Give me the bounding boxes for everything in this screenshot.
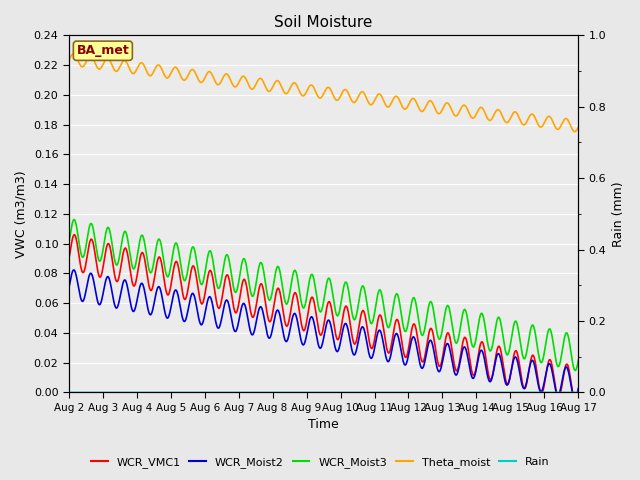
Text: BA_met: BA_met	[77, 44, 129, 57]
Title: Soil Moisture: Soil Moisture	[275, 15, 372, 30]
Legend: WCR_VMC1, WCR_Moist2, WCR_Moist3, Theta_moist, Rain: WCR_VMC1, WCR_Moist2, WCR_Moist3, Theta_…	[86, 452, 554, 472]
Y-axis label: Rain (mm): Rain (mm)	[612, 181, 625, 247]
Y-axis label: VWC (m3/m3): VWC (m3/m3)	[15, 170, 28, 258]
X-axis label: Time: Time	[308, 419, 339, 432]
